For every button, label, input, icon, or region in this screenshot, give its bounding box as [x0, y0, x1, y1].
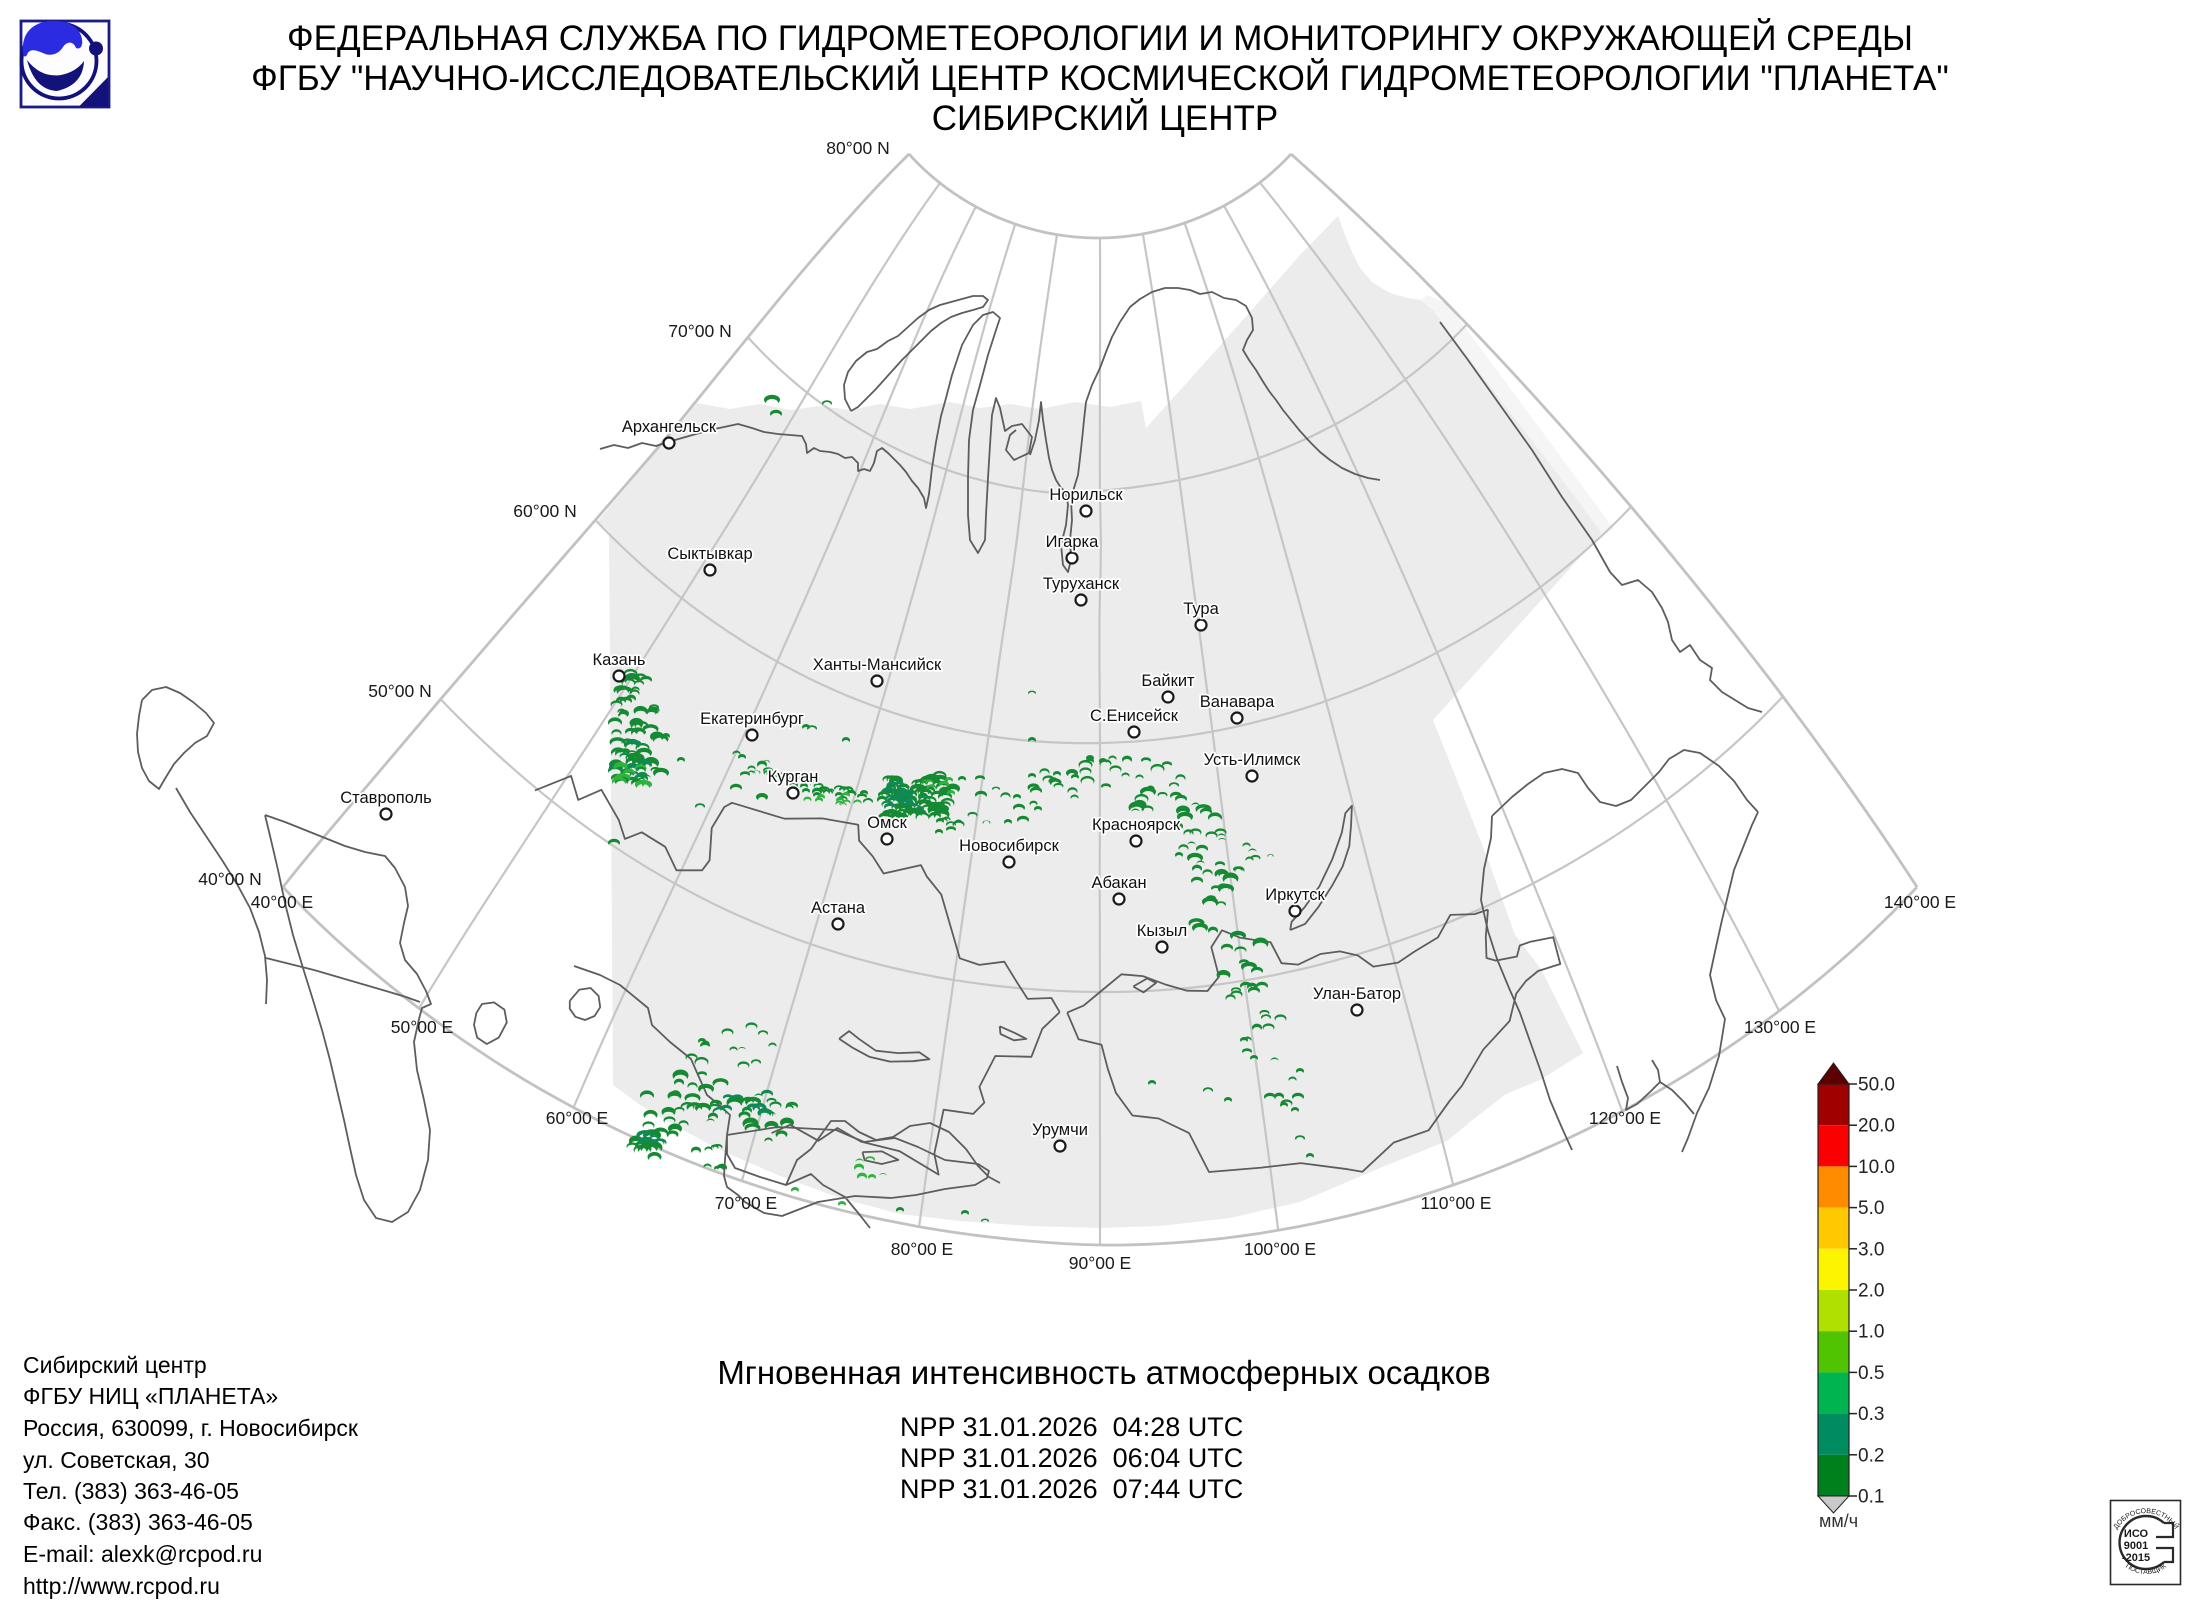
svg-text:9001: 9001 — [2124, 1540, 2148, 1552]
svg-text:110°00 E: 110°00 E — [1421, 1193, 1492, 1213]
svg-text:Курган: Курган — [768, 768, 819, 786]
svg-text:Усть-Илимск: Усть-Илимск — [1204, 751, 1302, 769]
svg-text:E-mail: alexk@rcpod.ru: E-mail: alexk@rcpod.ru — [23, 1541, 262, 1567]
svg-text:Игарка: Игарка — [1046, 533, 1099, 551]
svg-text:80°00 E: 80°00 E — [891, 1239, 953, 1259]
svg-text:Ставрополь: Ставрополь — [340, 789, 432, 807]
svg-text:Абакан: Абакан — [1091, 874, 1146, 892]
svg-text:мм/ч: мм/ч — [1819, 1511, 1858, 1531]
svg-text:90°00 E: 90°00 E — [1069, 1253, 1131, 1273]
svg-text:0.2: 0.2 — [1858, 1445, 1884, 1466]
svg-text:50.0: 50.0 — [1858, 1075, 1895, 1096]
svg-text:Тел. (383) 363-46-05: Тел. (383) 363-46-05 — [23, 1478, 239, 1504]
svg-text:Тура: Тура — [1183, 600, 1219, 618]
svg-text:Урумчи: Урумчи — [1032, 1121, 1088, 1139]
svg-text:0.3: 0.3 — [1858, 1404, 1884, 1425]
svg-text:0.1: 0.1 — [1858, 1487, 1884, 1508]
svg-text:40°00 E: 40°00 E — [251, 892, 313, 912]
svg-text:-2015: -2015 — [2122, 1552, 2150, 1564]
svg-text:СИБИРСКИЙ ЦЕНТР: СИБИРСКИЙ ЦЕНТР — [932, 98, 1278, 138]
svg-text:10.0: 10.0 — [1858, 1157, 1895, 1178]
svg-text:Иркутск: Иркутск — [1265, 886, 1325, 904]
svg-text:20.0: 20.0 — [1858, 1116, 1895, 1137]
svg-text:40°00 N: 40°00 N — [198, 869, 261, 889]
svg-text:1.0: 1.0 — [1858, 1322, 1884, 1343]
svg-text:Мгновенная интенсивность атмос: Мгновенная интенсивность атмосферных оса… — [717, 1354, 1490, 1391]
svg-text:3.0: 3.0 — [1858, 1239, 1884, 1260]
svg-text:Кызыл: Кызыл — [1137, 922, 1188, 940]
svg-text:ФГБУ "НАУЧНО-ИССЛЕДОВАТЕЛЬСКИЙ: ФГБУ "НАУЧНО-ИССЛЕДОВАТЕЛЬСКИЙ ЦЕНТР КОС… — [251, 58, 1949, 98]
svg-text:Казань: Казань — [592, 651, 645, 669]
svg-text:70°00 N: 70°00 N — [668, 321, 731, 341]
svg-text:50°00 E: 50°00 E — [391, 1017, 453, 1037]
svg-text:60°00 E: 60°00 E — [546, 1108, 608, 1128]
svg-text:ФГБУ НИЦ «ПЛАНЕТА»: ФГБУ НИЦ «ПЛАНЕТА» — [23, 1383, 278, 1409]
svg-text:Норильск: Норильск — [1049, 486, 1123, 504]
svg-text:130°00 E: 130°00 E — [1744, 1017, 1816, 1037]
svg-text:Астана: Астана — [811, 899, 866, 917]
svg-text:Сибирский центр: Сибирский центр — [23, 1352, 207, 1378]
svg-text:2.0: 2.0 — [1858, 1281, 1884, 1302]
svg-text:Екатеринбург: Екатеринбург — [700, 710, 804, 728]
svg-text:120°00 E: 120°00 E — [1589, 1108, 1661, 1128]
svg-text:Новосибирск: Новосибирск — [959, 837, 1059, 855]
svg-text:Сыктывкар: Сыктывкар — [667, 545, 752, 563]
svg-text:Байкит: Байкит — [1141, 672, 1195, 690]
svg-text:Ханты-Мансийск: Ханты-Мансийск — [813, 656, 942, 674]
svg-text:С.Енисейск: С.Енисейск — [1090, 707, 1179, 725]
svg-text:50°00 N: 50°00 N — [368, 681, 431, 701]
svg-text:ФЕДЕРАЛЬНАЯ СЛУЖБА ПО ГИДРОМЕТ: ФЕДЕРАЛЬНАЯ СЛУЖБА ПО ГИДРОМЕТЕОРОЛОГИИ … — [287, 18, 1913, 58]
svg-text:Архангельск: Архангельск — [622, 418, 717, 436]
svg-text:100°00 E: 100°00 E — [1244, 1239, 1316, 1259]
svg-text:http://www.rcpod.ru: http://www.rcpod.ru — [23, 1573, 220, 1599]
svg-text:0.5: 0.5 — [1858, 1363, 1884, 1384]
svg-text:Туруханск: Туруханск — [1043, 575, 1120, 593]
svg-text:NPP 31.01.2026 07:44 UTC: NPP 31.01.2026 07:44 UTC — [900, 1474, 1243, 1504]
svg-text:70°00 E: 70°00 E — [715, 1193, 777, 1213]
svg-text:ИСО: ИСО — [2124, 1528, 2149, 1540]
svg-text:Улан-Батор: Улан-Батор — [1313, 985, 1401, 1003]
svg-text:Факс. (383) 363-46-05: Факс. (383) 363-46-05 — [23, 1509, 253, 1535]
svg-text:NPP 31.01.2026 06:04 UTC: NPP 31.01.2026 06:04 UTC — [900, 1443, 1243, 1473]
svg-text:Ванавара: Ванавара — [1200, 693, 1275, 711]
svg-text:Россия, 630099, г. Новосибирск: Россия, 630099, г. Новосибирск — [23, 1415, 359, 1441]
svg-text:Омск: Омск — [867, 814, 907, 832]
svg-text:80°00 N: 80°00 N — [826, 138, 889, 158]
svg-text:140°00 E: 140°00 E — [1884, 892, 1956, 912]
svg-text:60°00 N: 60°00 N — [513, 501, 576, 521]
svg-text:ул. Советская, 30: ул. Советская, 30 — [23, 1447, 210, 1473]
svg-text:Красноярск: Красноярск — [1092, 816, 1181, 834]
svg-text:NPP 31.01.2026 04:28 UTC: NPP 31.01.2026 04:28 UTC — [900, 1412, 1243, 1442]
svg-text:5.0: 5.0 — [1858, 1198, 1884, 1219]
